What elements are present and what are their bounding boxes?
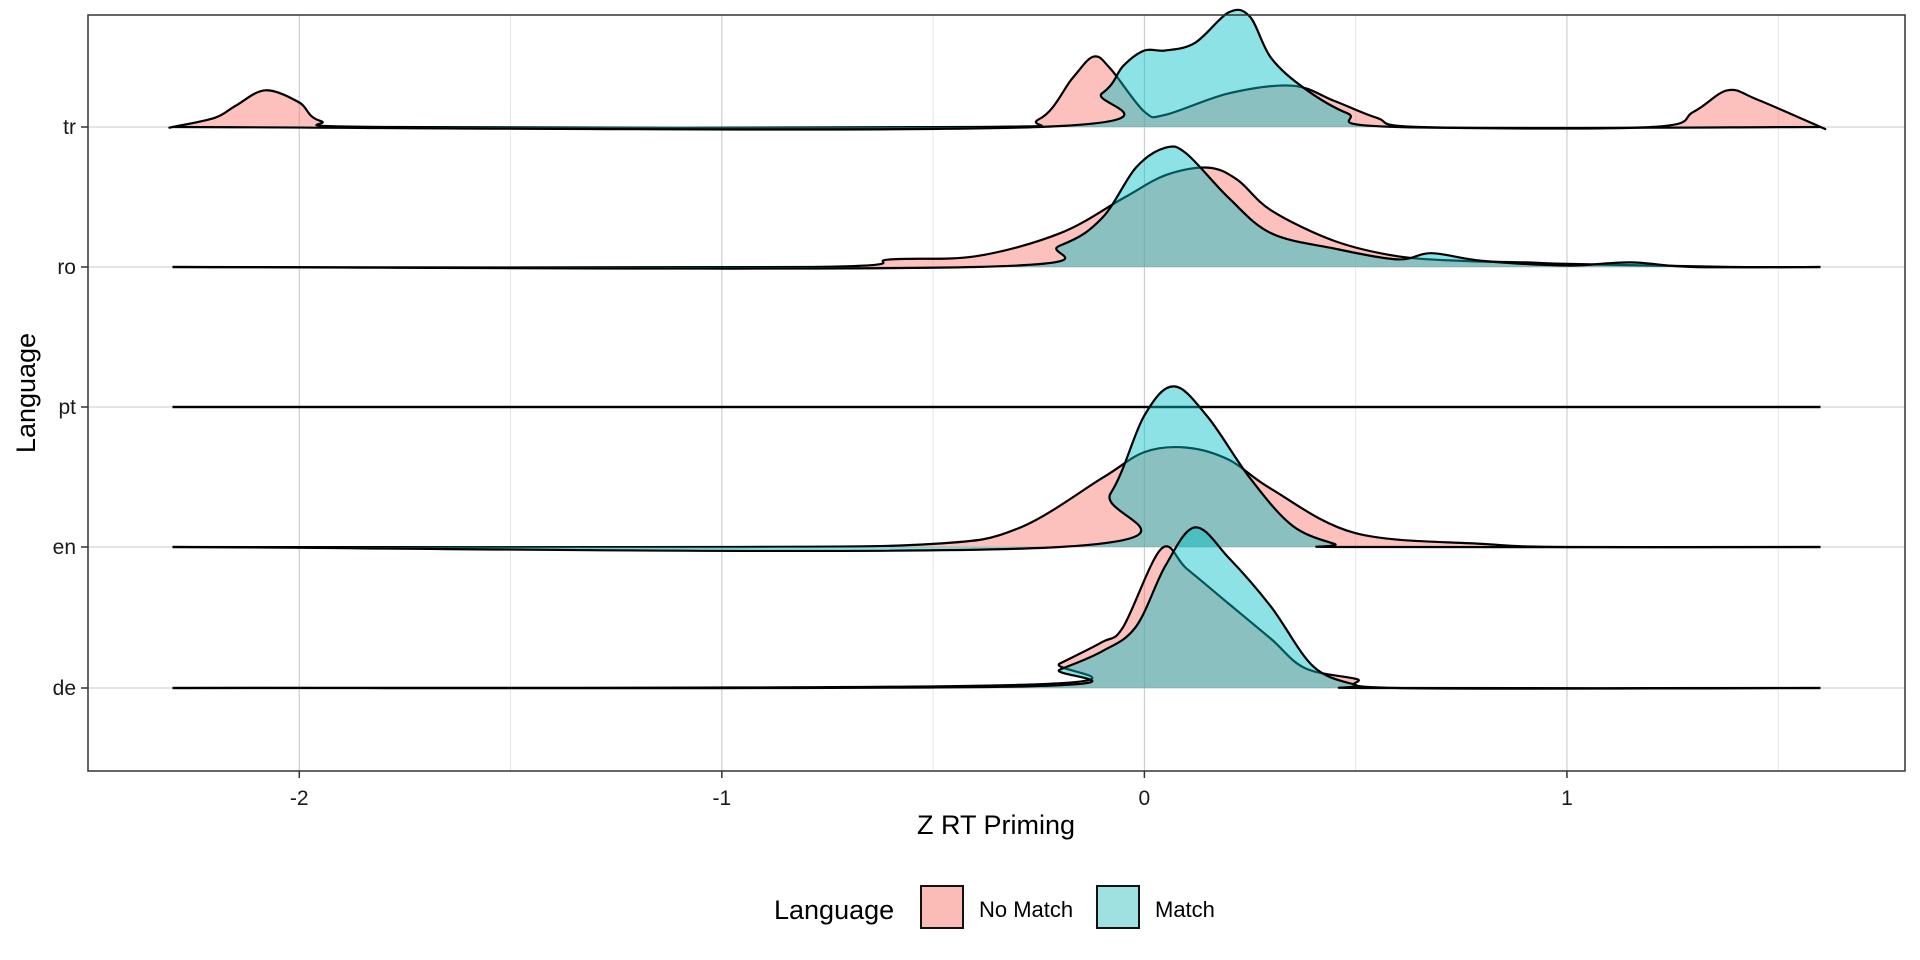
x-tick-label: -1	[712, 787, 731, 810]
panel-border	[87, 14, 1906, 772]
y-tick-label: de	[53, 677, 76, 700]
legend: Language No Match Match	[774, 885, 1215, 929]
y-tick-label: en	[53, 536, 76, 559]
density-line-de-match	[172, 526, 1821, 690]
y-tick-label: pt	[58, 396, 76, 419]
x-tick-label: 1	[1561, 787, 1573, 810]
axes: -2 -1 0 1 de en pt ro tr	[53, 116, 1573, 810]
density-layer	[168, 8, 1827, 690]
legend-key-no-match	[920, 885, 964, 929]
legend-label-match: Match	[1155, 897, 1215, 922]
density-line-ro-no-match	[172, 166, 1821, 269]
x-axis-title: Z RT Priming	[917, 810, 1075, 840]
x-tick-label: 0	[1139, 787, 1151, 810]
density-line-en-no-match	[172, 445, 1821, 549]
legend-label-no-match: No Match	[979, 897, 1073, 922]
density-line-tr-match	[172, 8, 1821, 131]
legend-title: Language	[774, 895, 894, 925]
density-line-tr-no-match	[168, 55, 1827, 131]
y-tick-label: tr	[63, 116, 76, 139]
density-line-en-match	[172, 385, 1821, 553]
y-tick-label: ro	[57, 256, 76, 279]
density-line-ro-match	[172, 145, 1821, 270]
legend-key-match	[1096, 885, 1140, 929]
x-tick-label: -2	[290, 787, 309, 810]
y-axis-title: Language	[11, 333, 41, 453]
